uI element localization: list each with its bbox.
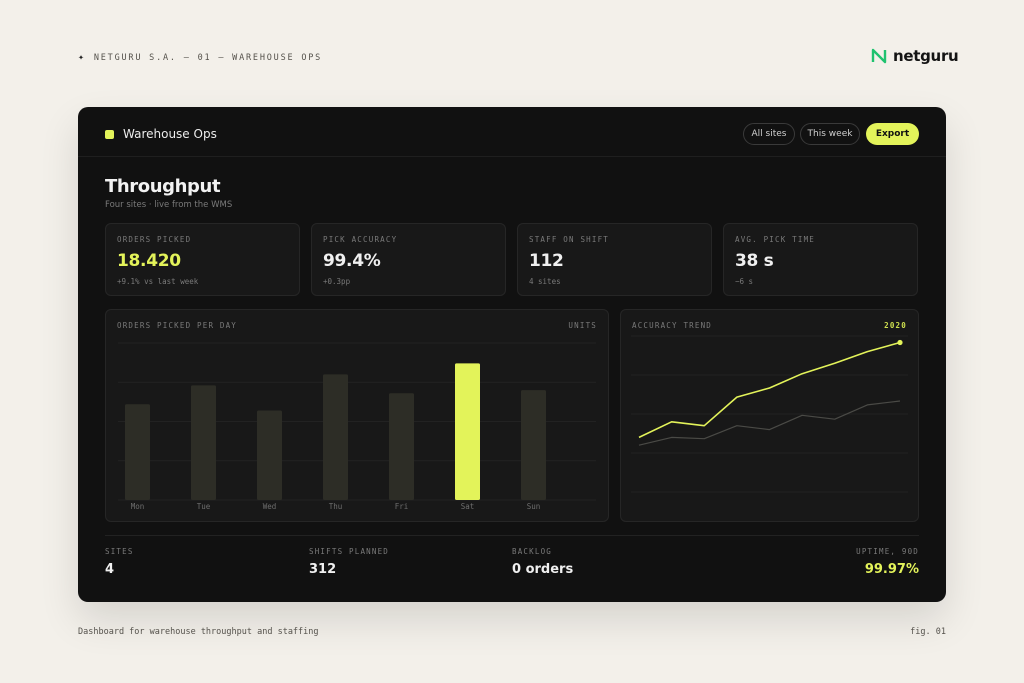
netguru-logo-icon (871, 48, 887, 64)
bar-wed (257, 410, 282, 500)
kpi-value: 18.420 (117, 251, 181, 271)
series-line-accuracy (638, 341, 901, 439)
panel-title: ORDERS PICKED PER DAY (117, 321, 238, 330)
x-tick-label: Sun (527, 502, 541, 511)
export-button[interactable]: Export (866, 123, 919, 145)
x-tick-label: Mon (131, 502, 145, 511)
series-end-point (897, 339, 903, 346)
sparkle-icon: ✦ (78, 52, 86, 63)
sites-filter-button[interactable]: All sites (743, 123, 795, 145)
stat-label-uptime: UPTIME, 90D (856, 547, 919, 556)
stat-label-backlog: BACKLOG (512, 547, 553, 556)
x-tick-label: Fri (395, 502, 409, 511)
app-name: Warehouse Ops (123, 127, 217, 141)
dashboard-window: Warehouse Ops All sites This week Export… (78, 107, 946, 602)
footer-divider (105, 535, 919, 536)
kpi-delta: 4 sites (529, 277, 561, 286)
top-bar: Warehouse Ops All sites This week Export (78, 107, 946, 157)
stat-value-sites: 4 (105, 562, 115, 577)
stat-value-backlog: 0 orders (512, 562, 574, 577)
x-tick-label: Wed (263, 502, 277, 511)
kpi-card-orders-picked: ORDERS PICKED 18.420 +9.1% vs last week (105, 223, 300, 296)
figure-number: fig. 01 (910, 627, 946, 637)
year-badge: 2020 (884, 321, 907, 330)
kpi-label: AVG. PICK TIME (735, 235, 816, 244)
accuracy-trend-panel: ACCURACY TREND 2020 (620, 309, 919, 522)
bar-fri (389, 393, 414, 500)
bar-mon (125, 404, 150, 500)
kpi-value: 38 s (735, 251, 774, 271)
kpi-delta: +9.1% vs last week (117, 277, 199, 286)
bar-sun (521, 390, 546, 500)
x-tick-label: Thu (329, 502, 343, 511)
app-title: Warehouse Ops (105, 127, 217, 141)
accuracy-line-chart (631, 335, 908, 493)
stat-label-shifts: SHIFTS PLANNED (309, 547, 390, 556)
x-tick-label: Tue (197, 502, 211, 511)
kpi-label: STAFF ON SHIFT (529, 235, 610, 244)
app-square-icon (105, 129, 114, 139)
panel-unit: UNITS (568, 321, 597, 330)
stat-label-sites: SITES (105, 547, 134, 556)
panel-title: ACCURACY TREND (632, 321, 713, 330)
bar-thu (323, 374, 348, 500)
caption-top-text: NETGURU S.A. — 01 — WAREHOUSE OPS (93, 52, 323, 63)
orders-bar-chart: Mon Tue Wed Thu Fri Sat Sun (118, 342, 596, 511)
page-subtitle: Four sites · live from the WMS (105, 200, 233, 210)
bar-tue (191, 385, 216, 500)
bar-sat (455, 363, 480, 500)
kpi-card-staff-on-shift: STAFF ON SHIFT 112 4 sites (517, 223, 712, 296)
kpi-label: PICK ACCURACY (323, 235, 398, 244)
kpi-card-avg-pick-time: AVG. PICK TIME 38 s −6 s (723, 223, 918, 296)
kpi-delta: −6 s (735, 277, 754, 286)
kpi-delta: +0.3pp (323, 277, 351, 286)
brand-name: netguru (893, 47, 959, 65)
brand[interactable]: netguru (871, 47, 959, 65)
stat-value-shifts: 312 (309, 562, 337, 577)
kpi-label: ORDERS PICKED (117, 235, 192, 244)
orders-per-day-panel: ORDERS PICKED PER DAY UNITS Mon Tue Wed Thu… (105, 309, 609, 522)
period-filter-button[interactable]: This week (800, 123, 860, 145)
kpi-value: 99.4% (323, 251, 381, 271)
series-line-baseline (638, 400, 901, 446)
page-title: Throughput (105, 176, 221, 197)
x-tick-label: Sat (461, 502, 475, 511)
caption-bottom: Dashboard for warehouse throughput and s… (78, 627, 319, 637)
kpi-card-pick-accuracy: PICK ACCURACY 99.4% +0.3pp (311, 223, 506, 296)
caption-top: ✦ NETGURU S.A. — 01 — WAREHOUSE OPS (78, 52, 322, 63)
stat-value-uptime: 99.97% (864, 562, 919, 577)
kpi-value: 112 (529, 251, 564, 271)
